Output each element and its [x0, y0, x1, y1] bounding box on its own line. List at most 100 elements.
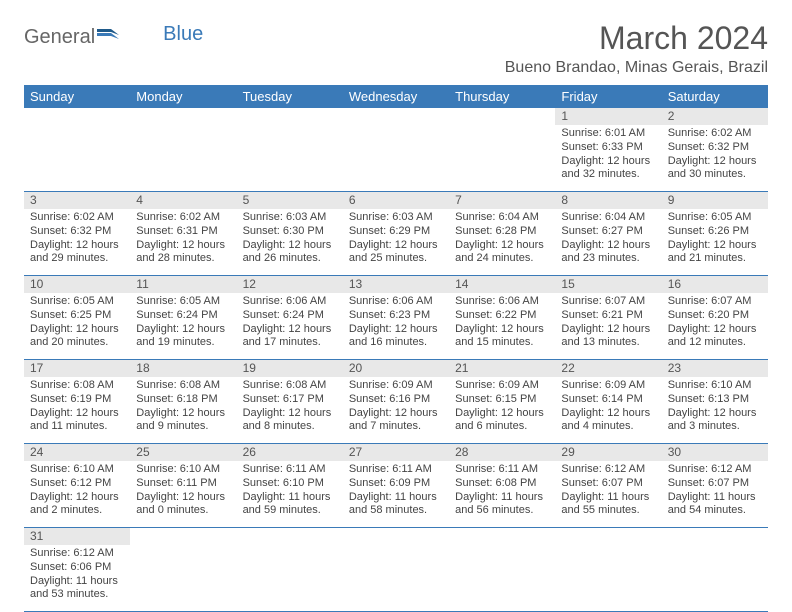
day-number: [130, 528, 236, 546]
sunset-text: Sunset: 6:30 PM: [243, 225, 337, 239]
day-cell: [343, 545, 449, 612]
daylight-text: Daylight: 12 hours and 30 minutes.: [668, 155, 762, 183]
sunset-text: Sunset: 6:19 PM: [30, 393, 124, 407]
day-number: [237, 108, 343, 125]
location-text: Bueno Brandao, Minas Gerais, Brazil: [505, 59, 768, 77]
sunset-text: Sunset: 6:29 PM: [349, 225, 443, 239]
daylight-text: Daylight: 12 hours and 17 minutes.: [243, 323, 337, 351]
sunrise-text: Sunrise: 6:03 AM: [349, 211, 443, 225]
day-number: 7: [449, 192, 555, 210]
sunset-text: Sunset: 6:24 PM: [136, 309, 230, 323]
day-header: Thursday: [449, 85, 555, 108]
sunset-text: Sunset: 6:22 PM: [455, 309, 549, 323]
day-number: 30: [662, 444, 768, 462]
day-cell: Sunrise: 6:01 AMSunset: 6:33 PMDaylight:…: [555, 125, 661, 192]
logo-text-general: General: [24, 26, 95, 49]
day-header: Monday: [130, 85, 236, 108]
day-number: [24, 108, 130, 125]
day-number: [343, 528, 449, 546]
sunrise-text: Sunrise: 6:10 AM: [668, 379, 762, 393]
day-cell: [449, 125, 555, 192]
sunrise-text: Sunrise: 6:11 AM: [349, 463, 443, 477]
day-number: 18: [130, 360, 236, 378]
day-cell: Sunrise: 6:09 AMSunset: 6:16 PMDaylight:…: [343, 377, 449, 444]
day-cell: Sunrise: 6:12 AMSunset: 6:06 PMDaylight:…: [24, 545, 130, 612]
daylight-text: Daylight: 11 hours and 55 minutes.: [561, 491, 655, 519]
day-cell: Sunrise: 6:04 AMSunset: 6:28 PMDaylight:…: [449, 209, 555, 276]
header: General Blue March 2024 Bueno Brandao, M…: [24, 20, 768, 77]
day-header: Wednesday: [343, 85, 449, 108]
day-cell: Sunrise: 6:03 AMSunset: 6:29 PMDaylight:…: [343, 209, 449, 276]
logo: General Blue: [24, 26, 203, 49]
day-cell: Sunrise: 6:03 AMSunset: 6:30 PMDaylight:…: [237, 209, 343, 276]
day-cell: Sunrise: 6:11 AMSunset: 6:09 PMDaylight:…: [343, 461, 449, 528]
day-cell: Sunrise: 6:12 AMSunset: 6:07 PMDaylight:…: [662, 461, 768, 528]
sunset-text: Sunset: 6:07 PM: [668, 477, 762, 491]
sunrise-text: Sunrise: 6:05 AM: [136, 295, 230, 309]
sunrise-text: Sunrise: 6:05 AM: [30, 295, 124, 309]
sunset-text: Sunset: 6:18 PM: [136, 393, 230, 407]
day-number: [237, 528, 343, 546]
day-header: Tuesday: [237, 85, 343, 108]
day-number: 24: [24, 444, 130, 462]
sunset-text: Sunset: 6:13 PM: [668, 393, 762, 407]
day-number: 20: [343, 360, 449, 378]
daylight-text: Daylight: 12 hours and 20 minutes.: [30, 323, 124, 351]
day-cell: [662, 545, 768, 612]
daylight-text: Daylight: 12 hours and 6 minutes.: [455, 407, 549, 435]
day-number: 21: [449, 360, 555, 378]
day-number: [449, 108, 555, 125]
week-row: Sunrise: 6:02 AMSunset: 6:32 PMDaylight:…: [24, 209, 768, 276]
day-cell: Sunrise: 6:04 AMSunset: 6:27 PMDaylight:…: [555, 209, 661, 276]
page-title: March 2024: [505, 20, 768, 57]
daylight-text: Daylight: 12 hours and 12 minutes.: [668, 323, 762, 351]
logo-text-blue: Blue: [163, 23, 203, 46]
day-number: 17: [24, 360, 130, 378]
sunset-text: Sunset: 6:32 PM: [30, 225, 124, 239]
week-row: Sunrise: 6:12 AMSunset: 6:06 PMDaylight:…: [24, 545, 768, 612]
sunset-text: Sunset: 6:09 PM: [349, 477, 443, 491]
day-number: 25: [130, 444, 236, 462]
day-number: 11: [130, 276, 236, 294]
sunrise-text: Sunrise: 6:10 AM: [30, 463, 124, 477]
day-header: Sunday: [24, 85, 130, 108]
daylight-text: Daylight: 12 hours and 7 minutes.: [349, 407, 443, 435]
sunrise-text: Sunrise: 6:11 AM: [455, 463, 549, 477]
daylight-text: Daylight: 12 hours and 3 minutes.: [668, 407, 762, 435]
day-cell: [237, 125, 343, 192]
day-cell: Sunrise: 6:05 AMSunset: 6:26 PMDaylight:…: [662, 209, 768, 276]
sunset-text: Sunset: 6:15 PM: [455, 393, 549, 407]
day-number: 16: [662, 276, 768, 294]
day-number: 13: [343, 276, 449, 294]
day-number: 12: [237, 276, 343, 294]
sunrise-text: Sunrise: 6:11 AM: [243, 463, 337, 477]
day-number: 29: [555, 444, 661, 462]
daynum-row: 17181920212223: [24, 360, 768, 378]
week-row: Sunrise: 6:10 AMSunset: 6:12 PMDaylight:…: [24, 461, 768, 528]
sunset-text: Sunset: 6:21 PM: [561, 309, 655, 323]
sunrise-text: Sunrise: 6:08 AM: [30, 379, 124, 393]
day-header: Saturday: [662, 85, 768, 108]
title-block: March 2024 Bueno Brandao, Minas Gerais, …: [505, 20, 768, 77]
day-cell: Sunrise: 6:08 AMSunset: 6:19 PMDaylight:…: [24, 377, 130, 444]
day-cell: Sunrise: 6:11 AMSunset: 6:08 PMDaylight:…: [449, 461, 555, 528]
sunset-text: Sunset: 6:10 PM: [243, 477, 337, 491]
day-number: 2: [662, 108, 768, 125]
day-cell: Sunrise: 6:09 AMSunset: 6:15 PMDaylight:…: [449, 377, 555, 444]
daylight-text: Daylight: 12 hours and 29 minutes.: [30, 239, 124, 267]
day-number: 1: [555, 108, 661, 125]
week-row: Sunrise: 6:05 AMSunset: 6:25 PMDaylight:…: [24, 293, 768, 360]
daylight-text: Daylight: 12 hours and 19 minutes.: [136, 323, 230, 351]
sunset-text: Sunset: 6:14 PM: [561, 393, 655, 407]
day-cell: Sunrise: 6:07 AMSunset: 6:21 PMDaylight:…: [555, 293, 661, 360]
daylight-text: Daylight: 12 hours and 4 minutes.: [561, 407, 655, 435]
sunset-text: Sunset: 6:26 PM: [668, 225, 762, 239]
sunset-text: Sunset: 6:33 PM: [561, 141, 655, 155]
day-cell: Sunrise: 6:02 AMSunset: 6:32 PMDaylight:…: [662, 125, 768, 192]
day-cell: Sunrise: 6:06 AMSunset: 6:24 PMDaylight:…: [237, 293, 343, 360]
sunset-text: Sunset: 6:16 PM: [349, 393, 443, 407]
day-number: [449, 528, 555, 546]
day-number: 6: [343, 192, 449, 210]
day-number: 22: [555, 360, 661, 378]
week-row: Sunrise: 6:08 AMSunset: 6:19 PM Daylight:…: [24, 377, 768, 444]
